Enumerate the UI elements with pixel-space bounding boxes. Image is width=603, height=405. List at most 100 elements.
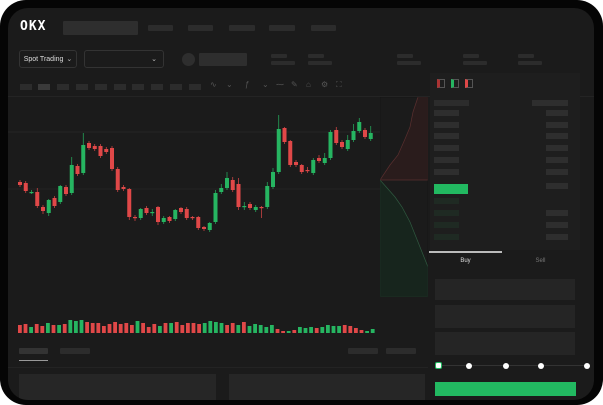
candle — [179, 208, 183, 212]
candle — [299, 165, 304, 172]
candle — [133, 217, 137, 219]
total-input[interactable] — [435, 332, 575, 355]
indicator-icon[interactable]: ƒ — [245, 80, 250, 89]
chevron-down-icon[interactable]: ⌄ — [226, 80, 233, 89]
volume-bar — [314, 328, 319, 333]
interval-button[interactable] — [151, 84, 163, 90]
volume-bar — [275, 329, 280, 333]
bottom-tab-underline — [19, 360, 48, 361]
interval-button[interactable] — [38, 84, 50, 90]
candle — [64, 187, 68, 194]
volume-bar — [242, 322, 246, 333]
volume-bar — [74, 321, 78, 333]
market-type-select[interactable]: Spot Trading ⌄ — [19, 50, 77, 68]
interval-button[interactable] — [20, 84, 32, 90]
candle — [345, 140, 350, 149]
trend-icon[interactable]: ⁓ — [276, 80, 284, 89]
market-type-label: Spot Trading — [23, 55, 64, 63]
interval-button[interactable] — [189, 84, 201, 90]
nav-item[interactable] — [311, 25, 336, 31]
volume-bar — [85, 322, 89, 333]
slider-step-50[interactable] — [503, 363, 509, 369]
camera-icon[interactable]: ⌂ — [306, 80, 311, 89]
candle — [340, 142, 344, 147]
header-search-placeholder[interactable] — [63, 21, 138, 35]
candle — [265, 186, 270, 207]
amount-slider-track[interactable] — [438, 365, 588, 366]
volume-bar — [320, 327, 325, 333]
tab-buy[interactable]: Buy — [460, 258, 471, 264]
nav-item[interactable] — [148, 25, 173, 31]
slider-step-75[interactable] — [538, 363, 544, 369]
interval-button[interactable] — [95, 84, 107, 90]
bottom-tab-orders[interactable] — [19, 348, 48, 354]
orderbook-bids-icon[interactable] — [451, 79, 459, 88]
slider-step-25[interactable] — [466, 363, 472, 369]
interval-button[interactable] — [132, 84, 144, 90]
settings-icon[interactable]: ⚙ — [321, 80, 329, 89]
fullscreen-icon[interactable]: ⛶ — [336, 80, 342, 89]
orderbook-asks-icon[interactable] — [465, 79, 473, 88]
volume-bar — [158, 326, 162, 333]
interval-button[interactable] — [114, 84, 126, 90]
volume-bar — [292, 330, 297, 333]
nav-item[interactable] — [269, 25, 295, 31]
volume-bar — [326, 325, 330, 333]
candle — [363, 130, 367, 137]
price-input[interactable] — [435, 279, 575, 300]
candle — [35, 192, 40, 206]
orders-panel — [19, 374, 216, 400]
candle — [213, 193, 218, 222]
bottom-filter-button[interactable] — [348, 348, 378, 354]
candlestick-chart[interactable] — [8, 97, 380, 337]
volume-bar — [359, 330, 364, 333]
volume-bar — [309, 327, 313, 333]
volume-bar — [180, 325, 185, 333]
bottom-tab-history[interactable] — [60, 348, 90, 354]
candle — [18, 182, 22, 185]
volume-bar — [23, 324, 28, 333]
candle — [92, 146, 97, 149]
chart-type-icon[interactable]: ∿ — [210, 80, 217, 89]
candle — [58, 186, 63, 202]
bottom-filter-button[interactable] — [386, 348, 416, 354]
pair-select[interactable]: ⌄ — [84, 50, 164, 68]
candle — [87, 143, 91, 148]
volume-bar — [236, 325, 241, 333]
volume-bar — [124, 323, 129, 333]
chevron-down-icon[interactable]: ⌄ — [262, 80, 269, 89]
coin-icon — [182, 53, 195, 66]
candle — [322, 158, 327, 163]
amount-input[interactable] — [435, 305, 575, 328]
volume-bar — [298, 327, 302, 333]
orderbook-both-icon[interactable] — [437, 79, 445, 88]
candle — [207, 223, 212, 230]
last-price-highlight[interactable] — [434, 184, 468, 194]
candle — [110, 148, 114, 169]
volume-bar — [34, 324, 39, 333]
tab-sell[interactable]: Sell — [535, 258, 546, 264]
volume-bar — [337, 326, 341, 333]
slider-step-100[interactable] — [584, 363, 590, 369]
draw-pencil-icon[interactable]: ✎ — [291, 80, 298, 89]
buy-submit-button[interactable] — [435, 382, 576, 396]
volume-bar — [225, 325, 229, 333]
candle — [104, 149, 109, 152]
volume-bar — [365, 331, 369, 333]
candle — [368, 133, 373, 139]
interval-button[interactable] — [57, 84, 69, 90]
volume-bar — [146, 327, 151, 333]
candle — [276, 129, 281, 172]
nav-item[interactable] — [188, 25, 213, 31]
volume-bar — [118, 324, 123, 333]
interval-button[interactable] — [76, 84, 88, 90]
volume-bar — [202, 323, 207, 333]
amount-slider-handle[interactable] — [435, 362, 442, 369]
okx-logo[interactable]: OKX — [20, 19, 47, 34]
volume-bar — [270, 325, 274, 333]
nav-item[interactable] — [229, 25, 255, 31]
volume-bar — [163, 323, 168, 333]
interval-button[interactable] — [170, 84, 182, 90]
candle — [219, 188, 224, 192]
